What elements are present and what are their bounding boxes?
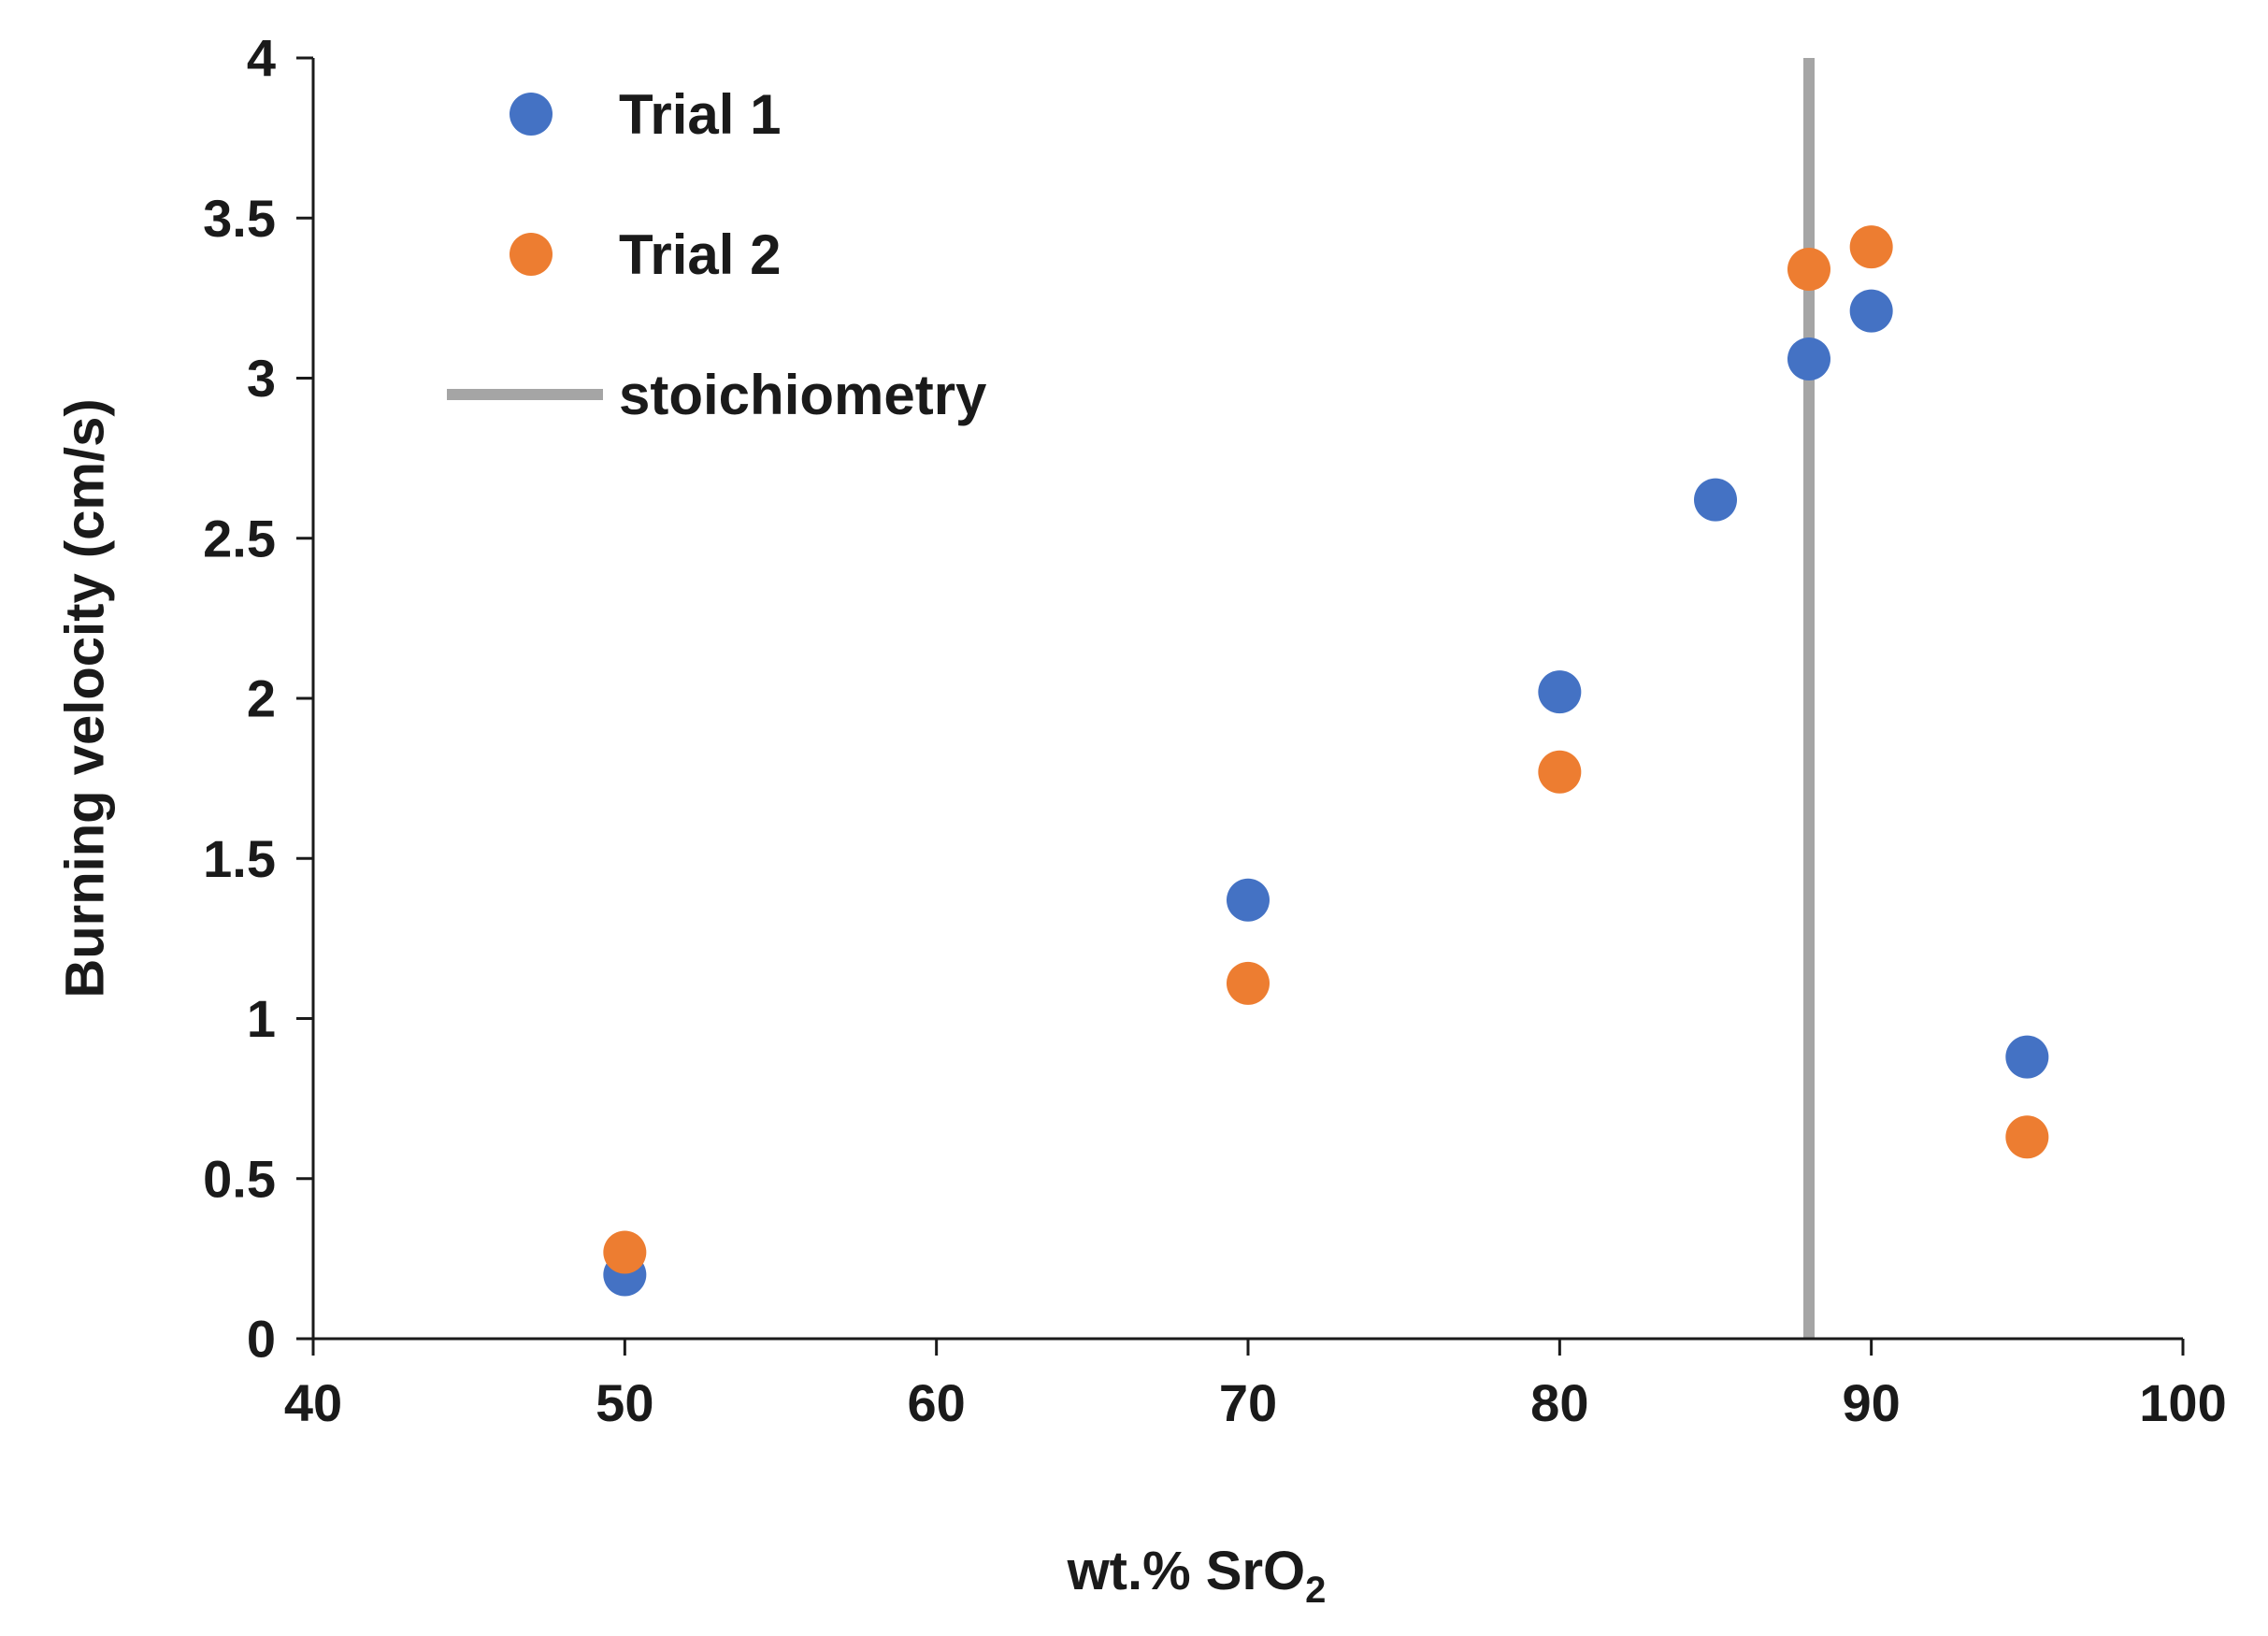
y-tick-label: 0 [247,1310,276,1369]
x-tick-label: 60 [908,1373,966,1432]
trial-2-point: Trial 2: (50, 0.27) [603,1230,647,1274]
x-tick-label: 40 [284,1373,342,1432]
trial-1-point: Trial 1: (70, 1.37) [1227,878,1270,922]
x-tick-label: 50 [596,1373,653,1432]
trial-2-point: Trial 2: (95, 0.63) [2005,1115,2049,1159]
legend-label-trial-1: Trial 1 [619,83,781,146]
x-tick-label: 100 [2139,1373,2226,1432]
x-axis-title: wt.% SrO2 [1067,1541,1327,1611]
trial-1-point: Trial 1: (80, 2.02) [1538,670,1582,714]
x-tick-label: 90 [1843,1373,1901,1432]
y-tick-label: 3.5 [203,189,276,248]
trial-2-point: Trial 2: (70, 1.11) [1227,961,1270,1005]
legend-label-trial-2: Trial 2 [619,223,781,286]
legend-marker-trial-1 [510,93,553,136]
axes [311,58,2183,1341]
trial-1-point: Trial 1: (88, 3.06) [1787,337,1830,380]
x-axis-title-subscript: 2 [1305,1570,1326,1611]
trial-1-point: Trial 1: (85, 2.62) [1694,478,1737,522]
x-axis-title-main: wt.% SrO [1067,1541,1306,1601]
y-tick-label: 4 [247,29,276,88]
y-ticks: 0 0.5 1 1.5 2 2.5 3 3.5 4 [203,29,313,1369]
y-tick-label: 0.5 [203,1149,276,1208]
y-axis-title: Burning velocity (cm/s) [54,398,115,997]
data-points: Trial 1: (50, 0.2)Trial 1: (70, 1.37)Tri… [603,225,2049,1297]
x-tick-label: 70 [1219,1373,1277,1432]
y-tick-label: 2.5 [203,509,276,567]
y-tick-label: 1.5 [203,829,276,888]
legend-marker-trial-2 [510,233,553,276]
trial-1-point: Trial 1: (90, 3.21) [1849,289,1893,333]
trial-2-point: Trial 2: (80, 1.77) [1538,750,1582,794]
y-tick-label: 3 [247,349,276,408]
legend-label-stoichiometry: stoichiometry [619,364,987,426]
trial-1-point: Trial 1: (95, 0.88) [2005,1035,2049,1079]
y-tick-label: 2 [247,669,276,728]
trial-2-point: Trial 2: (90, 3.41) [1849,225,1893,269]
legend: Trial 1 Trial 2 stoichiometry [447,83,987,426]
x-ticks: 40 50 60 70 80 90 100 [284,1339,2227,1432]
y-tick-label: 1 [247,989,276,1048]
x-tick-label: 80 [1530,1373,1588,1432]
trial-2-point: Trial 2: (88, 3.34) [1787,248,1830,292]
